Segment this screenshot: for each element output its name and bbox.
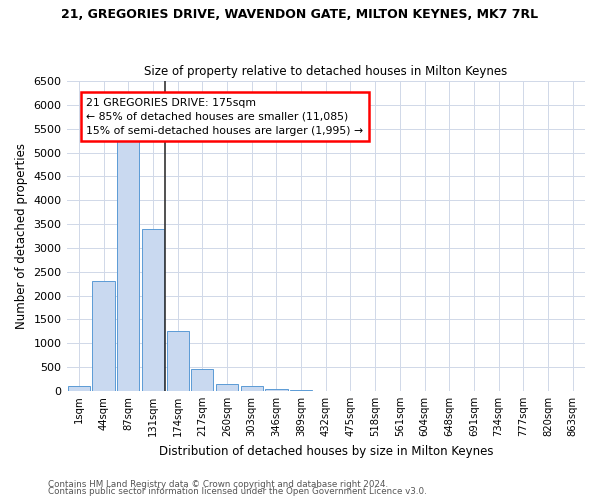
X-axis label: Distribution of detached houses by size in Milton Keynes: Distribution of detached houses by size …: [158, 444, 493, 458]
Bar: [142, 229, 164, 391]
Bar: [167, 332, 189, 391]
Bar: [191, 370, 214, 391]
Bar: [92, 282, 115, 391]
Y-axis label: Number of detached properties: Number of detached properties: [15, 143, 28, 329]
Text: Contains public sector information licensed under the Open Government Licence v3: Contains public sector information licen…: [48, 487, 427, 496]
Bar: [68, 386, 90, 391]
Bar: [241, 386, 263, 391]
Text: 21, GREGORIES DRIVE, WAVENDON GATE, MILTON KEYNES, MK7 7RL: 21, GREGORIES DRIVE, WAVENDON GATE, MILT…: [61, 8, 539, 20]
Bar: [290, 390, 312, 391]
Title: Size of property relative to detached houses in Milton Keynes: Size of property relative to detached ho…: [144, 66, 508, 78]
Bar: [117, 128, 139, 391]
Bar: [265, 388, 287, 391]
Bar: [216, 384, 238, 391]
Text: 21 GREGORIES DRIVE: 175sqm
← 85% of detached houses are smaller (11,085)
15% of : 21 GREGORIES DRIVE: 175sqm ← 85% of deta…: [86, 98, 364, 136]
Text: Contains HM Land Registry data © Crown copyright and database right 2024.: Contains HM Land Registry data © Crown c…: [48, 480, 388, 489]
